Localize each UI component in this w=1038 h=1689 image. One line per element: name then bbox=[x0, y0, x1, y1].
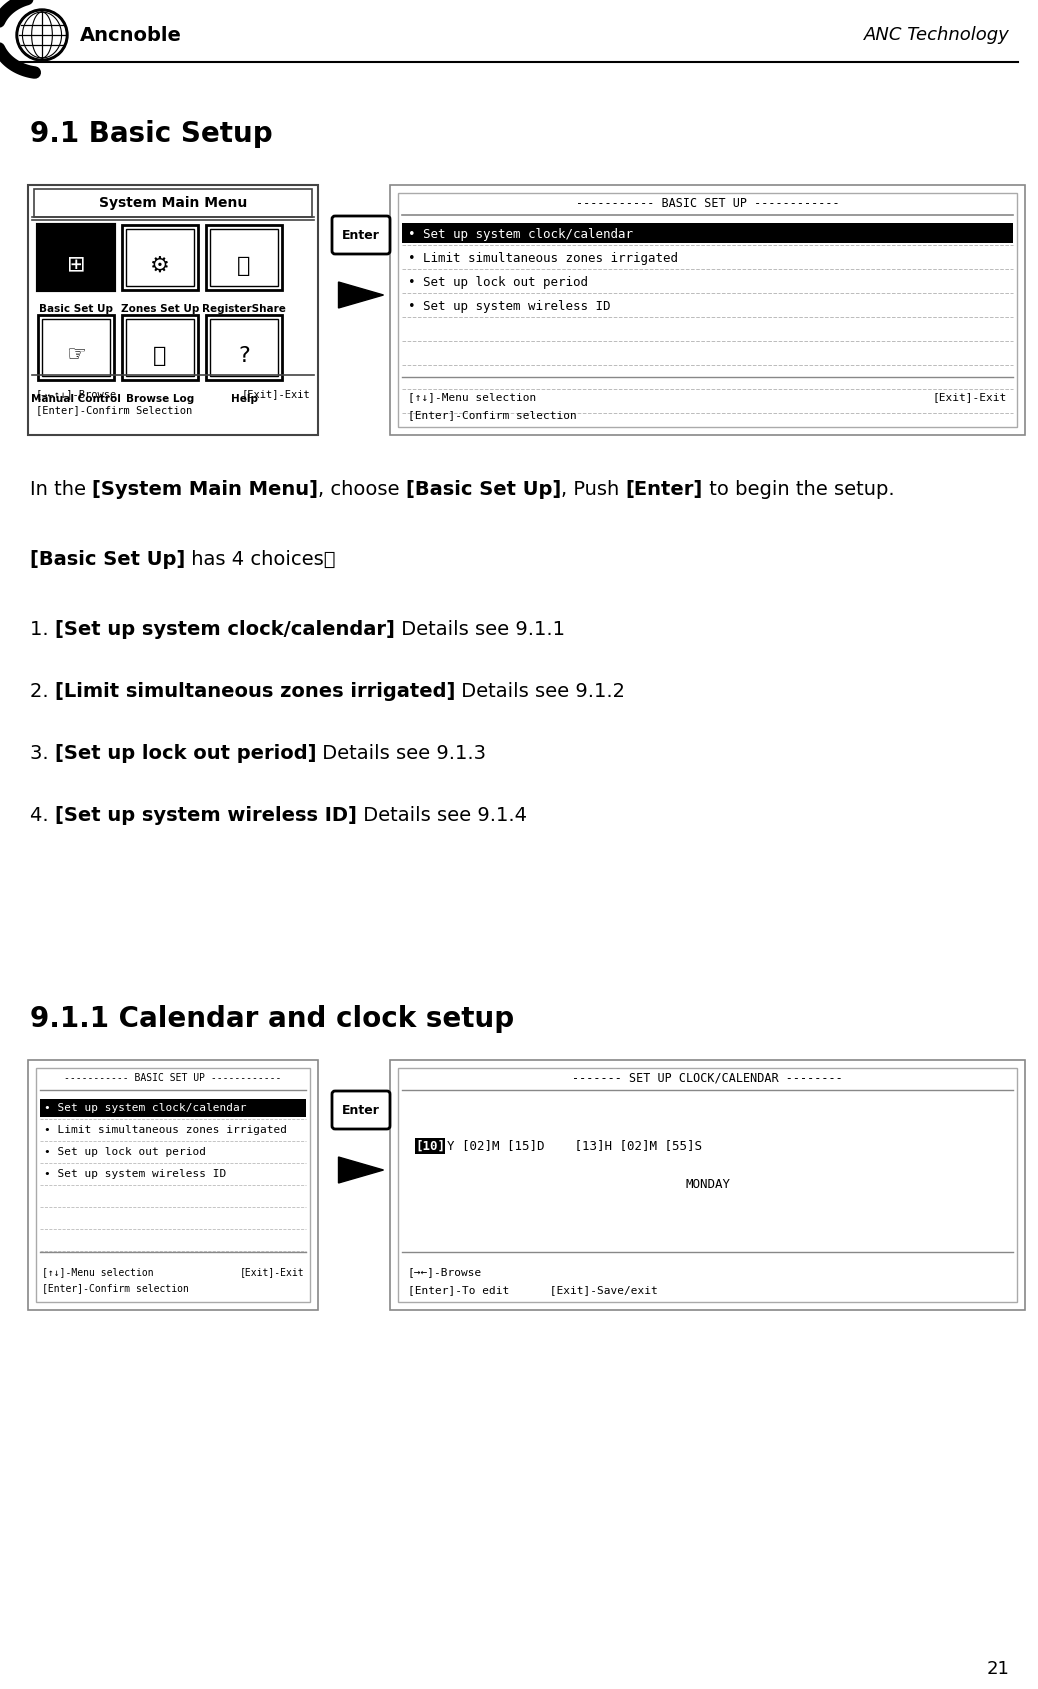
Text: 🔍: 🔍 bbox=[154, 346, 167, 365]
Text: [Enter]: [Enter] bbox=[626, 480, 703, 498]
Bar bbox=[126, 319, 194, 377]
Text: • Set up system wireless ID: • Set up system wireless ID bbox=[408, 299, 610, 312]
Text: , Push: , Push bbox=[562, 480, 626, 498]
Text: [↑↓]-Menu selection: [↑↓]-Menu selection bbox=[408, 392, 537, 402]
Text: MONDAY: MONDAY bbox=[685, 1179, 730, 1191]
Text: Enter: Enter bbox=[343, 228, 380, 242]
Text: [Set up system wireless ID]: [Set up system wireless ID] bbox=[55, 806, 357, 824]
FancyBboxPatch shape bbox=[332, 1091, 390, 1128]
Bar bbox=[40, 1100, 306, 1116]
Text: [↑↓]-Menu selection: [↑↓]-Menu selection bbox=[42, 1267, 154, 1277]
Text: 21: 21 bbox=[987, 1660, 1010, 1677]
Bar bbox=[206, 225, 282, 291]
Text: • Set up lock out period: • Set up lock out period bbox=[44, 1147, 206, 1157]
Bar bbox=[390, 186, 1025, 436]
Text: [→←]-Browse: [→←]-Browse bbox=[408, 1267, 483, 1277]
Bar bbox=[36, 1067, 310, 1302]
Text: [Basic Set Up]: [Basic Set Up] bbox=[30, 551, 185, 569]
Bar bbox=[38, 316, 114, 380]
Text: ------- SET UP CLOCK/CALENDAR --------: ------- SET UP CLOCK/CALENDAR -------- bbox=[572, 1071, 843, 1084]
Bar bbox=[390, 1061, 1025, 1311]
Text: 4.: 4. bbox=[30, 806, 55, 824]
Bar bbox=[28, 1061, 318, 1311]
Text: • Limit simultaneous zones irrigated: • Limit simultaneous zones irrigated bbox=[408, 252, 678, 265]
Text: Ancnoble: Ancnoble bbox=[80, 25, 182, 44]
Bar bbox=[126, 230, 194, 285]
Text: RegisterShare: RegisterShare bbox=[202, 304, 285, 314]
Bar bbox=[402, 223, 1013, 243]
Text: 1.: 1. bbox=[30, 620, 55, 638]
Text: Details see 9.1.4: Details see 9.1.4 bbox=[357, 806, 526, 824]
Text: 9.1 Basic Setup: 9.1 Basic Setup bbox=[30, 120, 273, 149]
Text: [Enter]-Confirm selection: [Enter]-Confirm selection bbox=[42, 1284, 189, 1294]
Text: Enter: Enter bbox=[343, 1103, 380, 1116]
Text: Details see 9.1.3: Details see 9.1.3 bbox=[317, 743, 487, 763]
Text: , choose: , choose bbox=[319, 480, 406, 498]
Text: In the: In the bbox=[30, 480, 92, 498]
Text: [Basic Set Up]: [Basic Set Up] bbox=[406, 480, 562, 498]
Bar bbox=[122, 316, 198, 380]
Text: 📂: 📂 bbox=[238, 255, 251, 275]
Text: • Set up system wireless ID: • Set up system wireless ID bbox=[44, 1169, 226, 1179]
Bar bbox=[38, 225, 114, 291]
Text: • Set up system clock/calendar: • Set up system clock/calendar bbox=[408, 228, 633, 240]
Text: ☞: ☞ bbox=[66, 346, 86, 365]
Text: [System Main Menu]: [System Main Menu] bbox=[92, 480, 319, 498]
Text: [→←↑↓]-Browse: [→←↑↓]-Browse bbox=[36, 388, 117, 399]
Bar bbox=[122, 225, 198, 291]
Text: ----------- BASIC SET UP ------------: ----------- BASIC SET UP ------------ bbox=[576, 196, 840, 209]
Polygon shape bbox=[338, 1157, 383, 1182]
Text: ⚙: ⚙ bbox=[151, 255, 170, 275]
Polygon shape bbox=[338, 282, 383, 307]
Bar bbox=[28, 186, 318, 436]
Text: [Limit simultaneous zones irrigated]: [Limit simultaneous zones irrigated] bbox=[55, 682, 456, 701]
Text: has 4 choices：: has 4 choices： bbox=[185, 551, 335, 569]
Text: ----------- BASIC SET UP ------------: ----------- BASIC SET UP ------------ bbox=[64, 1073, 281, 1083]
Bar bbox=[210, 319, 278, 377]
Circle shape bbox=[19, 12, 65, 57]
Text: 2.: 2. bbox=[30, 682, 55, 701]
Circle shape bbox=[16, 8, 69, 61]
Bar bbox=[206, 316, 282, 380]
Text: Y [02]M [15]D    [13]H [02]M [55]S: Y [02]M [15]D [13]H [02]M [55]S bbox=[447, 1140, 702, 1152]
Bar bbox=[398, 193, 1017, 427]
Text: [Exit]-Exit: [Exit]-Exit bbox=[241, 388, 310, 399]
Text: [Exit]-Exit: [Exit]-Exit bbox=[933, 392, 1007, 402]
Text: • Set up lock out period: • Set up lock out period bbox=[408, 275, 588, 289]
Text: to begin the setup.: to begin the setup. bbox=[703, 480, 895, 498]
Text: [Exit]-Exit: [Exit]-Exit bbox=[240, 1267, 304, 1277]
Text: ?: ? bbox=[238, 346, 250, 365]
Text: Help: Help bbox=[230, 394, 257, 404]
Bar bbox=[210, 230, 278, 285]
Text: ANC Technology: ANC Technology bbox=[865, 25, 1010, 44]
Text: 9.1.1 Calendar and clock setup: 9.1.1 Calendar and clock setup bbox=[30, 1005, 514, 1034]
Text: [Set up system clock/calendar]: [Set up system clock/calendar] bbox=[55, 620, 394, 638]
Text: [10]: [10] bbox=[415, 1140, 445, 1152]
Text: Details see 9.1.1: Details see 9.1.1 bbox=[394, 620, 565, 638]
Text: [Enter]-Confirm Selection: [Enter]-Confirm Selection bbox=[36, 405, 192, 415]
Bar bbox=[34, 189, 312, 216]
Text: • Set up system clock/calendar: • Set up system clock/calendar bbox=[44, 1103, 246, 1113]
Text: Zones Set Up: Zones Set Up bbox=[120, 304, 199, 314]
Text: Manual Control: Manual Control bbox=[31, 394, 121, 404]
Text: [Enter]-To edit      [Exit]-Save/exit: [Enter]-To edit [Exit]-Save/exit bbox=[408, 1285, 658, 1295]
Text: ⊞: ⊞ bbox=[66, 255, 85, 275]
Text: [Enter]-Confirm selection: [Enter]-Confirm selection bbox=[408, 410, 577, 421]
FancyBboxPatch shape bbox=[332, 216, 390, 253]
Text: [Set up lock out period]: [Set up lock out period] bbox=[55, 743, 317, 763]
Text: System Main Menu: System Main Menu bbox=[99, 196, 247, 209]
Text: Details see 9.1.2: Details see 9.1.2 bbox=[456, 682, 625, 701]
Bar bbox=[398, 1067, 1017, 1302]
Bar bbox=[42, 319, 110, 377]
Text: Basic Set Up: Basic Set Up bbox=[39, 304, 113, 314]
Text: • Limit simultaneous zones irrigated: • Limit simultaneous zones irrigated bbox=[44, 1125, 286, 1135]
Text: 3.: 3. bbox=[30, 743, 55, 763]
Text: Browse Log: Browse Log bbox=[126, 394, 194, 404]
Bar bbox=[415, 1138, 445, 1154]
